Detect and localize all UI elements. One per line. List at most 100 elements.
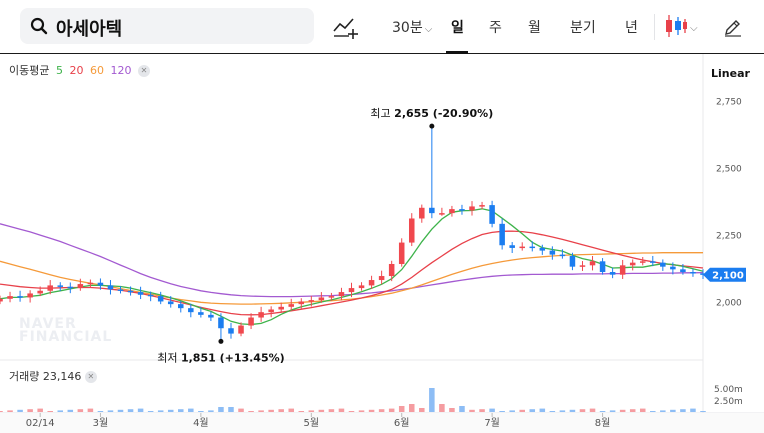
y-tick-label: 2,750: [716, 98, 742, 108]
volume-bar: [47, 411, 53, 412]
candlestick-icon: [666, 15, 687, 37]
candle-body: [47, 285, 53, 291]
tab-period-year[interactable]: 년: [625, 20, 638, 36]
candle-body: [228, 328, 234, 334]
volume-bar: [388, 408, 395, 412]
volume-bar: [408, 404, 415, 412]
volume-bar: [278, 409, 284, 412]
candle-body: [619, 265, 626, 275]
candle-body: [127, 290, 134, 293]
candle-body: [680, 269, 686, 273]
volume-bar: [318, 409, 325, 412]
search-query[interactable]: 아세아텍: [56, 19, 123, 40]
candle-body: [388, 263, 395, 277]
volume-bar: [670, 409, 676, 412]
x-tick-label: 3월: [93, 417, 109, 429]
tab-period-quarter[interactable]: 분기: [570, 20, 596, 36]
candle-body: [67, 286, 74, 289]
volume-bar: [489, 408, 495, 412]
candle-body: [529, 246, 536, 249]
volume-bar: [700, 411, 706, 412]
candle-body: [589, 261, 596, 266]
volume-bar: [258, 410, 264, 412]
chart-type-select[interactable]: ⌵: [664, 13, 698, 39]
volume-bar: [398, 406, 405, 412]
volume-tick-label: 5.00m: [714, 385, 743, 395]
volume-bar: [27, 409, 33, 412]
x-tick-label: 02/14: [26, 418, 55, 429]
candle-body: [670, 266, 676, 270]
x-tick-label: 5월: [304, 417, 320, 429]
candle-body: [690, 272, 696, 274]
candle-body: [469, 206, 475, 211]
naver-financial-watermark: NAVER FINANCIAL: [19, 317, 112, 344]
pencil-icon[interactable]: [723, 18, 743, 38]
tab-period-week[interactable]: 주: [489, 20, 502, 36]
volume-bar: [589, 408, 596, 412]
ma120-label: 120: [110, 64, 132, 77]
candle-body: [87, 282, 94, 285]
volume-bar: [549, 411, 556, 412]
close-icon[interactable]: ✕: [137, 65, 150, 77]
volume-bar: [358, 410, 365, 412]
volume-bar: [198, 411, 204, 412]
tab-period-day[interactable]: 일: [451, 20, 464, 36]
volume-bar: [87, 408, 94, 412]
candle-body: [308, 300, 315, 302]
stock-search-box[interactable]: 아세아텍: [20, 8, 314, 44]
interval-label: 30분: [392, 20, 423, 36]
candle-body: [97, 282, 104, 286]
volume-bar: [469, 409, 475, 412]
chart-toolbar: 아세아텍 30분 ⌵ 일 주 월 분기 년 ⌵: [0, 0, 764, 54]
volume-bar: [157, 410, 164, 412]
close-icon[interactable]: ✕: [84, 371, 97, 383]
candle-body: [429, 207, 435, 214]
volume-bar: [167, 409, 174, 412]
volume-bar: [328, 409, 335, 412]
volume-bar: [680, 409, 686, 412]
y-tick-label: 2,250: [716, 232, 742, 242]
ma60-label: 60: [89, 64, 104, 77]
volume-bar: [208, 410, 214, 412]
candle-body: [198, 312, 204, 315]
candle-body: [288, 304, 295, 307]
volume-bar: [218, 407, 224, 412]
volume-bar: [268, 409, 274, 412]
candle-body: [167, 301, 174, 305]
candle-body: [559, 254, 566, 257]
volume-bar: [599, 411, 606, 412]
candle-body: [57, 285, 64, 287]
volume-bar: [308, 410, 315, 412]
volume-bar: [499, 411, 505, 412]
tab-period-month[interactable]: 월: [528, 20, 541, 36]
candle-body: [7, 296, 13, 299]
candle-body: [258, 312, 264, 318]
chevron-down-icon: ⌵: [690, 22, 698, 34]
volume-bar: [127, 409, 134, 412]
candle-body: [147, 294, 154, 297]
candle-body: [499, 223, 505, 246]
search-icon: [30, 17, 48, 35]
ma20-line: [0, 230, 704, 316]
candle-body: [479, 205, 485, 207]
candle-body: [398, 242, 405, 264]
candle-body: [378, 276, 385, 281]
volume-bar: [97, 411, 104, 412]
volume-bar: [609, 410, 616, 412]
ma-label: 이동평균: [9, 64, 50, 77]
x-tick-label: 8월: [595, 417, 611, 429]
volume-bar: [107, 410, 114, 412]
volume-bar: [368, 409, 375, 412]
volume-bar: [529, 409, 536, 412]
candle-body: [419, 207, 425, 219]
scale-mode-button[interactable]: Linear: [711, 67, 750, 80]
candle-body: [539, 247, 546, 251]
volume-bar: [248, 411, 254, 412]
candle-body: [519, 246, 525, 249]
candle-body: [459, 209, 465, 211]
indicator-add-icon[interactable]: [333, 16, 359, 40]
candle-body: [17, 296, 23, 298]
volume-bar: [439, 404, 445, 412]
interval-select[interactable]: 30분 ⌵: [392, 17, 432, 37]
